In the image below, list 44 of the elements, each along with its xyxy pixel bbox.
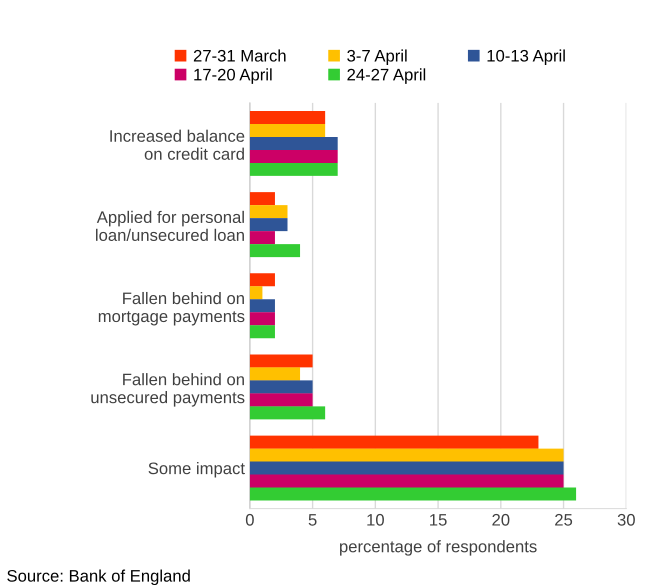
- legend-label: 24-27 April: [347, 68, 426, 84]
- bar: [250, 218, 288, 232]
- bar: [250, 436, 538, 449]
- bar: [250, 406, 326, 420]
- legend-label: 10-13 April: [488, 49, 565, 65]
- bar: [250, 273, 275, 286]
- x-tick-label: 5: [308, 514, 317, 526]
- legend-label: 27-31 March: [194, 49, 286, 62]
- bar: [250, 325, 275, 338]
- bar: [250, 299, 275, 312]
- source-note: Source: Bank of England: [7, 570, 190, 586]
- bar: [250, 393, 313, 406]
- bar: [250, 205, 288, 218]
- bar: [250, 150, 338, 163]
- bar: [250, 162, 338, 176]
- bar: [250, 136, 338, 150]
- bar: [250, 380, 313, 394]
- y-tick-label: Fallen behind on unsecured payments: [91, 373, 244, 407]
- y-tick-label: Applied for personal loan/unsecured loan: [96, 210, 244, 242]
- bar: [250, 286, 262, 300]
- bar: [250, 462, 564, 475]
- bar: [250, 474, 564, 488]
- legend-label: 17-20 April: [194, 68, 272, 84]
- x-axis-title: percentage of respondents: [340, 540, 537, 556]
- y-tick-label: Some impact: [148, 462, 245, 478]
- bar: [250, 488, 576, 501]
- x-tick-label: 10: [367, 514, 384, 526]
- bar: [250, 448, 564, 462]
- bar: [250, 192, 275, 206]
- y-tick-label: Fallen behind on mortgage payments: [98, 292, 244, 326]
- bar: [250, 312, 275, 326]
- x-tick-label: 25: [555, 514, 572, 526]
- bar: [250, 231, 275, 244]
- bar: [250, 367, 300, 380]
- bar: [250, 124, 326, 137]
- y-tick-label: Increased balance on credit card: [110, 130, 244, 160]
- legend-label: 3-7 April: [347, 49, 407, 65]
- bar: [250, 111, 326, 124]
- x-tick-label: 20: [492, 514, 510, 526]
- x-tick-label: 0: [246, 514, 254, 526]
- x-tick-label: 15: [430, 514, 447, 526]
- bar: [250, 354, 313, 368]
- bar: [250, 244, 300, 258]
- x-tick-label: 30: [618, 514, 635, 526]
